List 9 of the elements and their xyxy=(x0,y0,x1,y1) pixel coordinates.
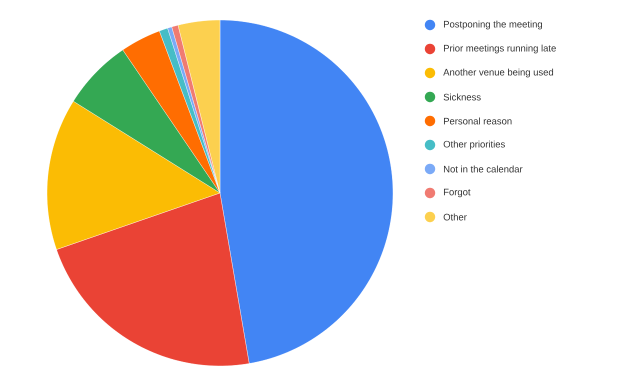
legend-label: Forgot xyxy=(444,188,470,198)
legend-label: Postponing the meeting xyxy=(444,20,542,30)
legend-label: Another venue being used xyxy=(443,68,554,78)
legend-label: Other priorities xyxy=(444,140,505,150)
legend-label: Other xyxy=(444,214,467,220)
legend-label: Personal reason xyxy=(444,118,512,124)
legend-label: Not in the calendar xyxy=(444,166,522,172)
legend-label: Sickness xyxy=(444,94,481,100)
legend-label: Prior meetings running late xyxy=(444,44,556,54)
